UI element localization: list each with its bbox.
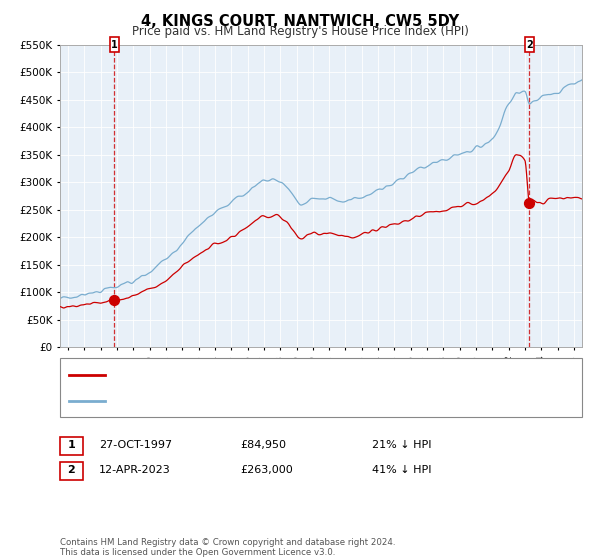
Text: Contains HM Land Registry data © Crown copyright and database right 2024.
This d: Contains HM Land Registry data © Crown c… xyxy=(60,538,395,557)
FancyBboxPatch shape xyxy=(110,37,119,53)
Text: HPI: Average price, detached house, Cheshire East: HPI: Average price, detached house, Ches… xyxy=(114,396,379,406)
Text: 41% ↓ HPI: 41% ↓ HPI xyxy=(372,465,431,475)
Text: 1: 1 xyxy=(68,440,75,450)
Text: 12-APR-2023: 12-APR-2023 xyxy=(99,465,171,475)
Text: Price paid vs. HM Land Registry's House Price Index (HPI): Price paid vs. HM Land Registry's House … xyxy=(131,25,469,38)
Text: 21% ↓ HPI: 21% ↓ HPI xyxy=(372,440,431,450)
Text: £84,950: £84,950 xyxy=(240,440,286,450)
Point xyxy=(109,296,119,305)
Text: 4, KINGS COURT, NANTWICH, CW5 5DY: 4, KINGS COURT, NANTWICH, CW5 5DY xyxy=(141,14,459,29)
Text: 2: 2 xyxy=(526,40,533,50)
Point xyxy=(524,198,534,207)
Text: 1: 1 xyxy=(111,40,118,50)
Text: 4, KINGS COURT, NANTWICH, CW5 5DY (detached house): 4, KINGS COURT, NANTWICH, CW5 5DY (detac… xyxy=(114,370,412,380)
Text: 2: 2 xyxy=(68,465,75,475)
FancyBboxPatch shape xyxy=(525,37,534,53)
Text: £263,000: £263,000 xyxy=(240,465,293,475)
Text: 27-OCT-1997: 27-OCT-1997 xyxy=(99,440,172,450)
